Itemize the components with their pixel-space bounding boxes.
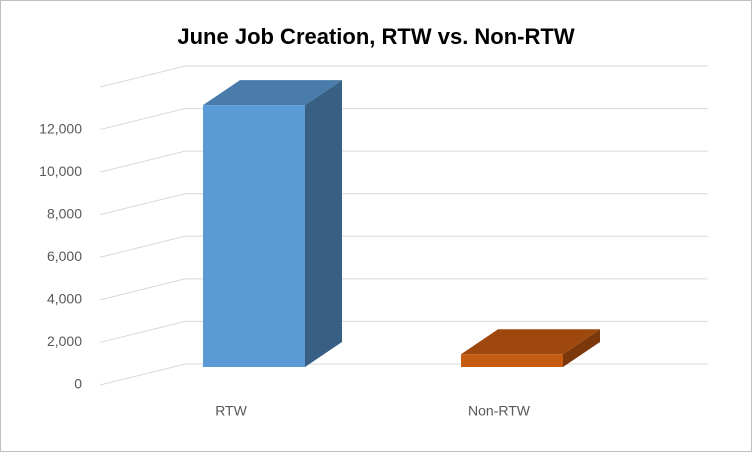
grid-line	[99, 278, 708, 301]
bar-side	[563, 329, 600, 367]
grid-line	[99, 150, 708, 173]
bar-front	[203, 105, 305, 367]
x-tick-label: Non-RTW	[468, 403, 531, 419]
bar-top	[461, 329, 600, 355]
y-tick-label: 2,000	[47, 333, 82, 349]
y-tick-label: 8,000	[47, 205, 82, 221]
bar-top	[203, 80, 342, 106]
bar	[203, 80, 342, 367]
y-tick-label: 0	[74, 376, 82, 392]
y-tick-label: 4,000	[47, 291, 82, 307]
y-tick-label: 6,000	[47, 248, 82, 264]
x-tick-label: RTW	[215, 403, 247, 419]
grid-line	[99, 320, 708, 343]
grid-line	[99, 108, 708, 131]
bar	[461, 329, 600, 367]
grid-line	[99, 65, 708, 88]
y-tick-label: 10,000	[39, 163, 82, 179]
bar-front	[461, 354, 563, 367]
y-tick-label: 12,000	[39, 120, 82, 136]
bar-side	[305, 80, 342, 367]
grid-line	[99, 235, 708, 258]
grid-line	[99, 193, 708, 216]
chart-title: June Job Creation, RTW vs. Non-RTW	[177, 24, 574, 49]
